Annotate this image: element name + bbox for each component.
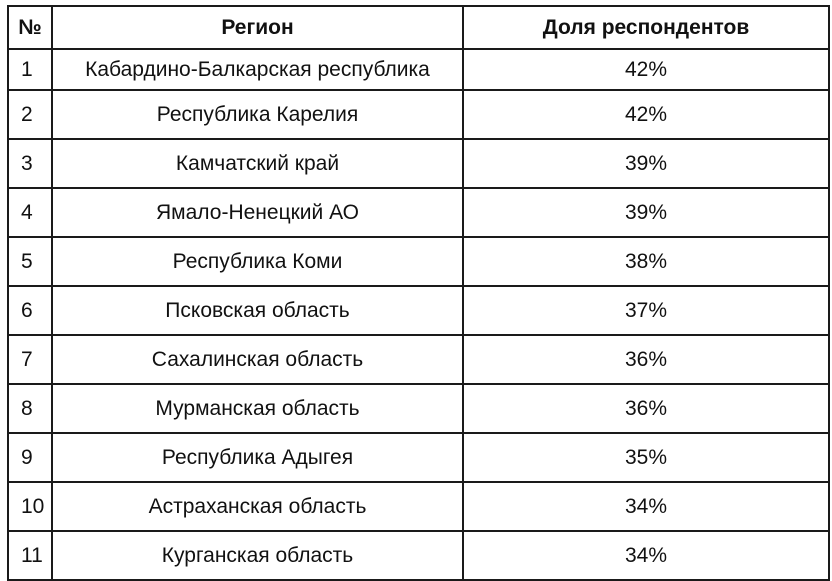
row-region: Республика Коми	[51, 236, 464, 287]
row-region: Республика Адыгея	[51, 432, 464, 483]
row-number: 11	[7, 530, 53, 581]
row-number: 5	[7, 236, 53, 287]
row-share: 36%	[462, 334, 830, 385]
row-share: 35%	[462, 432, 830, 483]
table-row: 7 Сахалинская область 36%	[7, 334, 830, 385]
table-row: 6 Псковская область 37%	[7, 285, 830, 336]
row-region: Кабардино-Балкарская республика	[51, 48, 464, 91]
row-number: 10	[7, 481, 53, 532]
row-region: Сахалинская область	[51, 334, 464, 385]
header-region: Регион	[51, 5, 464, 50]
row-share: 42%	[462, 89, 830, 140]
row-region: Республика Карелия	[51, 89, 464, 140]
row-number: 4	[7, 187, 53, 238]
header-number: №	[7, 5, 53, 50]
table-row: 5 Республика Коми 38%	[7, 236, 830, 287]
table-header-row: № Регион Доля респондентов	[7, 5, 830, 50]
header-share: Доля респондентов	[462, 5, 830, 50]
table-row: 11 Курганская область 34%	[7, 530, 830, 581]
table-row: 3 Камчатский край 39%	[7, 138, 830, 189]
row-share: 38%	[462, 236, 830, 287]
row-number: 9	[7, 432, 53, 483]
regions-table: № Регион Доля респондентов 1 Кабардино-Б…	[7, 5, 830, 581]
row-share: 39%	[462, 138, 830, 189]
table-row: 10 Астраханская область 34%	[7, 481, 830, 532]
row-number: 7	[7, 334, 53, 385]
row-share: 34%	[462, 530, 830, 581]
table-row: 4 Ямало-Ненецкий АО 39%	[7, 187, 830, 238]
row-share: 42%	[462, 48, 830, 91]
row-number: 3	[7, 138, 53, 189]
table-row: 1 Кабардино-Балкарская республика 42%	[7, 48, 830, 91]
row-number: 1	[7, 48, 53, 91]
row-number: 2	[7, 89, 53, 140]
row-region: Камчатский край	[51, 138, 464, 189]
row-region: Курганская область	[51, 530, 464, 581]
row-share: 36%	[462, 383, 830, 434]
row-share: 34%	[462, 481, 830, 532]
table-row: 2 Республика Карелия 42%	[7, 89, 830, 140]
table-row: 8 Мурманская область 36%	[7, 383, 830, 434]
table-row: 9 Республика Адыгея 35%	[7, 432, 830, 483]
row-number: 8	[7, 383, 53, 434]
table-body: 1 Кабардино-Балкарская республика 42% 2 …	[7, 48, 830, 581]
row-region: Мурманская область	[51, 383, 464, 434]
row-number: 6	[7, 285, 53, 336]
row-share: 39%	[462, 187, 830, 238]
row-region: Псковская область	[51, 285, 464, 336]
row-region: Ямало-Ненецкий АО	[51, 187, 464, 238]
row-region: Астраханская область	[51, 481, 464, 532]
row-share: 37%	[462, 285, 830, 336]
